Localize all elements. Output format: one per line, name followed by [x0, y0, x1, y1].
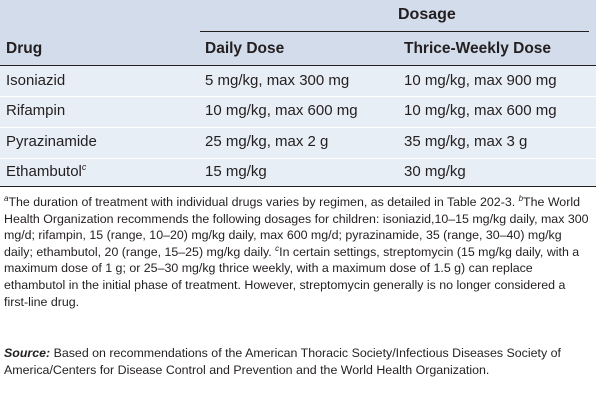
drug-name: Isoniazid [6, 72, 66, 89]
table-header: Dosage Drug Daily Dose Thrice-Weekly Dos… [0, 0, 596, 66]
dosage-group-rule [200, 31, 589, 32]
daily-dose: 5 mg/kg, max 300 mg [205, 72, 350, 89]
table-row: Rifampin 10 mg/kg, max 600 mg 10 mg/kg, … [0, 97, 596, 127]
source-label: Source: [4, 346, 51, 360]
thrice-weekly-dose: 30 mg/kg [404, 163, 466, 180]
footnote-a-text: The duration of treatment with individua… [8, 195, 519, 209]
footnote-b-marker: b [518, 193, 524, 203]
drug-name: Rifampin [6, 102, 66, 119]
footnote-a-marker: a [4, 193, 9, 203]
table-bottom-rule [0, 186, 596, 187]
footnote-c-marker: c [275, 243, 280, 253]
dosage-group-header: Dosage [398, 6, 456, 23]
footnotes: aThe duration of treatment with individu… [4, 194, 590, 310]
table-row: Ethambutolc 15 mg/kg 30 mg/kg [0, 159, 596, 186]
row-divider [0, 127, 596, 128]
table-row: Pyrazinamide 25 mg/kg, max 2 g 35 mg/kg,… [0, 128, 596, 158]
drug-name: Ethambutolc [6, 162, 87, 181]
thrice-weekly-dose: 10 mg/kg, max 600 mg [404, 102, 557, 119]
daily-dose: 10 mg/kg, max 600 mg [205, 102, 358, 119]
footnote-c-text: In certain settings, streptomycin (15 mg… [4, 244, 580, 309]
column-header-thrice-weekly-dose: Thrice-Weekly Dose [404, 40, 552, 57]
thrice-weekly-dose: 10 mg/kg, max 900 mg [404, 72, 557, 89]
source-text: Based on recommendations of the American… [4, 346, 561, 377]
row-divider [0, 158, 596, 159]
daily-dose: 15 mg/kg [205, 163, 267, 180]
header-divider [0, 65, 596, 66]
column-header-daily-dose: Daily Dose [205, 40, 285, 57]
table-row: Isoniazid 5 mg/kg, max 300 mg 10 mg/kg, … [0, 66, 596, 96]
thrice-weekly-dose: 35 mg/kg, max 3 g [404, 133, 528, 150]
daily-dose: 25 mg/kg, max 2 g [205, 133, 329, 150]
column-header-drug: Drug [6, 40, 43, 57]
source-note: Source: Based on recommendations of the … [4, 345, 590, 378]
drug-name: Pyrazinamide [6, 133, 97, 150]
footnote-b-text: The World Health Organization recommends… [4, 195, 589, 259]
footnote-c-marker: c [81, 162, 87, 172]
row-divider [0, 96, 596, 97]
drug-name-text: Ethambutol [6, 163, 82, 180]
